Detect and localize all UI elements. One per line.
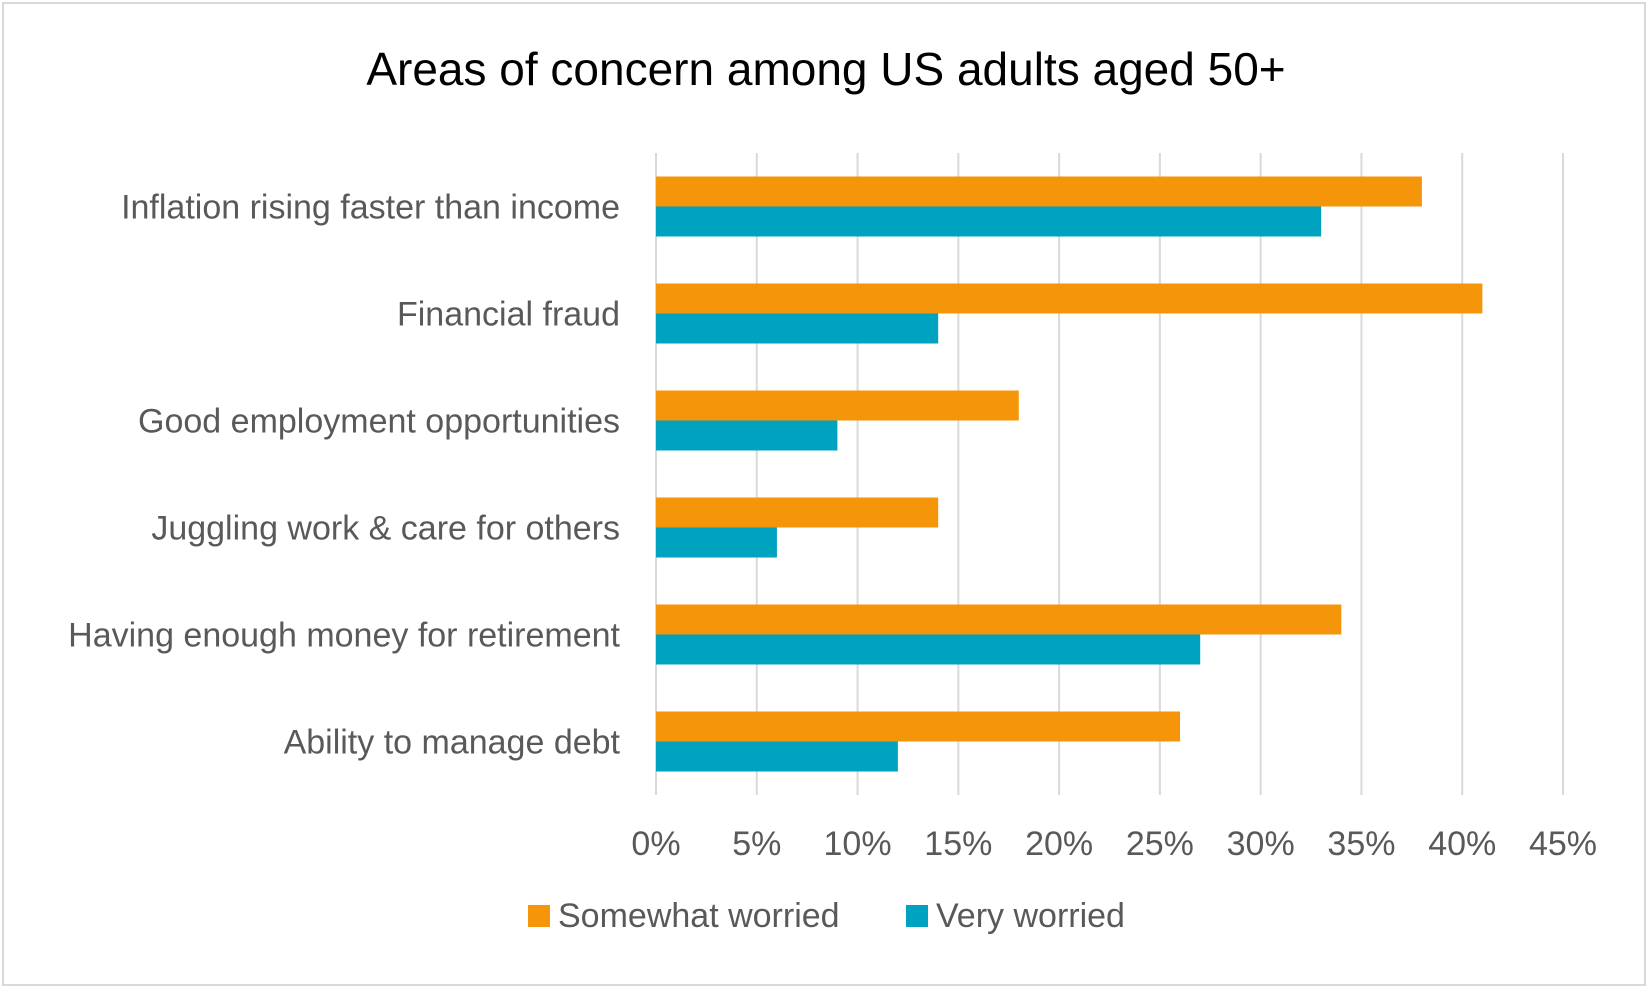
bars (656, 176, 1483, 772)
bar-very-0 (656, 206, 1322, 237)
category-label: Having enough money for retirement (68, 617, 620, 655)
bar-somewhat-0 (656, 176, 1422, 207)
x-tick-label: 25% (1126, 825, 1194, 863)
x-tick-label: 10% (824, 825, 892, 863)
x-tick-label: 5% (732, 825, 781, 863)
x-tick-label: 20% (1025, 825, 1093, 863)
x-tick-label: 45% (1529, 825, 1597, 863)
bar-very-1 (656, 313, 939, 344)
legend-label-somewhat: Somewhat worried (558, 897, 840, 935)
bar-very-2 (656, 420, 838, 451)
x-tick-label: 35% (1327, 825, 1395, 863)
bar-very-5 (656, 741, 898, 772)
chart-title: Areas of concern among US adults aged 50… (366, 43, 1285, 95)
bar-somewhat-5 (656, 711, 1181, 742)
bar-somewhat-4 (656, 604, 1342, 635)
x-tick-label: 40% (1428, 825, 1496, 863)
gridlines (655, 153, 1564, 795)
category-label: Financial fraud (397, 296, 620, 334)
bar-very-4 (656, 634, 1201, 665)
x-tick-label: 30% (1227, 825, 1295, 863)
legend-swatch-somewhat (528, 905, 550, 927)
x-tick-label: 15% (924, 825, 992, 863)
x-axis-tick-labels: 0% 5% 10% 15% 20% 25% 30% 35% 40% 45% (631, 825, 1597, 863)
category-labels: Inflation rising faster than income Finan… (68, 189, 620, 762)
category-label: Inflation rising faster than income (121, 189, 620, 227)
legend-label-very: Very worried (936, 897, 1125, 935)
bar-somewhat-3 (656, 497, 939, 528)
category-label: Ability to manage debt (284, 724, 621, 762)
bar-somewhat-1 (656, 283, 1483, 314)
category-label: Good employment opportunities (138, 403, 620, 441)
bar-somewhat-2 (656, 390, 1019, 421)
bar-very-3 (656, 527, 777, 558)
category-label: Juggling work & care for others (151, 510, 620, 548)
legend: Somewhat worried Very worried (528, 897, 1125, 935)
legend-swatch-very (906, 905, 928, 927)
x-tick-label: 0% (631, 825, 680, 863)
